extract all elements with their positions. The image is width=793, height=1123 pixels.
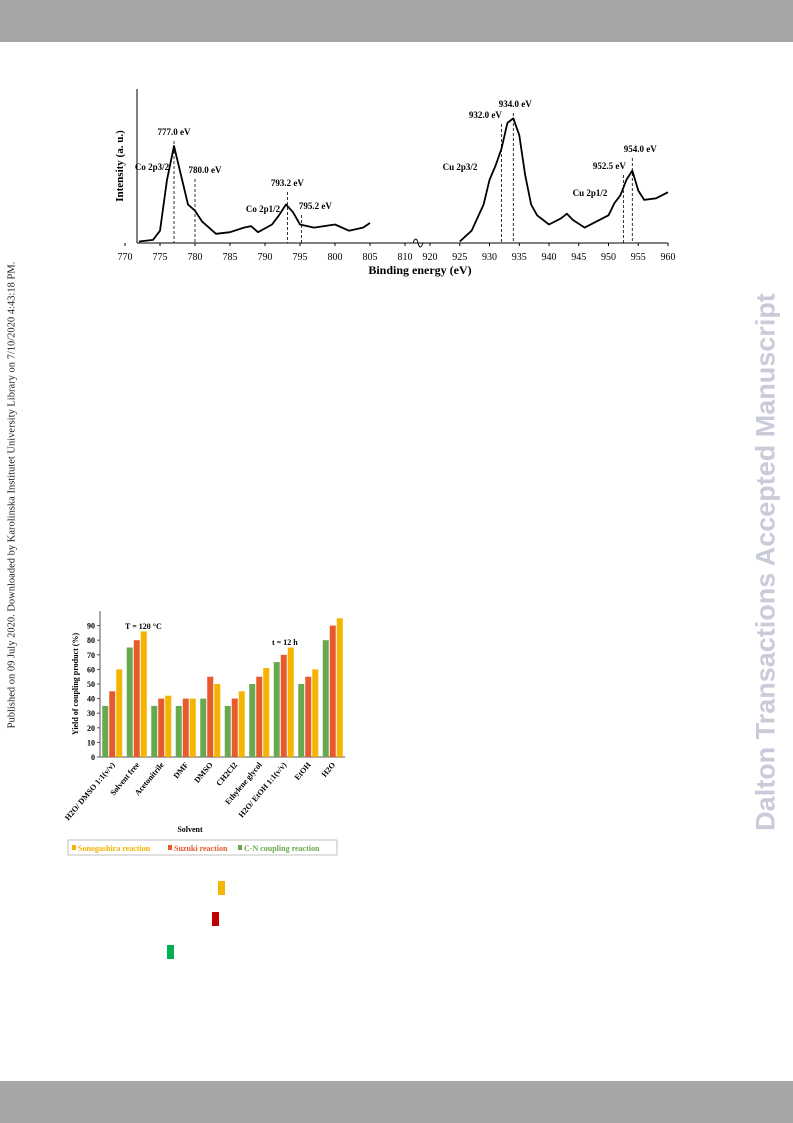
y-axis-title: Yield of coupling product (%) [71, 633, 80, 736]
peak-label: 952.5 eV [593, 161, 626, 171]
x-tick-label: 960 [661, 252, 676, 263]
y-tick-label: 30 [87, 709, 95, 718]
bar [287, 647, 294, 757]
bar [329, 625, 336, 757]
bar [263, 667, 270, 757]
legend-label: Sonogashira reaction [78, 844, 151, 853]
x-tick-label: 925 [452, 252, 467, 263]
bar [116, 669, 123, 757]
y-tick-label: 40 [87, 695, 95, 704]
bar [133, 640, 140, 757]
x-tick-label: 770 [118, 252, 133, 263]
bar [231, 698, 238, 757]
y-tick-label: 80 [87, 636, 95, 645]
bar [140, 631, 147, 757]
x-tick-label: 955 [631, 252, 646, 263]
condition-annotation: T = 120 °C [125, 622, 162, 631]
peak-label: 932.0 eV [469, 110, 502, 120]
x-tick-label: 920 [423, 252, 438, 263]
x-tick-label: 945 [571, 252, 586, 263]
header-bar [0, 0, 793, 42]
peak-annotation: Cu 2p1/2 [573, 188, 608, 198]
x-tick-label: 935 [512, 252, 527, 263]
x-tick-label: DMSO [192, 761, 214, 785]
peak-label: 934.0 eV [499, 99, 532, 109]
bar [165, 695, 172, 757]
x-axis-title: Solvent [177, 825, 203, 834]
x-tick-label: CH2Cl2 [214, 761, 239, 788]
bar [224, 705, 231, 757]
legend-box [67, 839, 338, 856]
x-tick-label: 775 [153, 252, 168, 263]
bar [256, 676, 263, 757]
x-tick-label: 810 [398, 252, 413, 263]
bar [238, 691, 245, 757]
x-tick-label: H2O/ EtOH 1:1(v/v) [237, 760, 289, 819]
x-tick-label: 940 [542, 252, 557, 263]
x-tick-label: 790 [258, 252, 273, 263]
legend-swatch [72, 845, 76, 850]
x-tick-label: H2O [320, 761, 337, 779]
x-tick-label: 800 [328, 252, 343, 263]
bar [158, 698, 165, 757]
color-swatch [167, 945, 174, 959]
legend-swatch [168, 845, 172, 850]
color-swatch [218, 881, 225, 895]
bar [126, 647, 133, 757]
x-tick-label: DMF [172, 760, 191, 780]
bar [249, 684, 256, 757]
bar [151, 705, 158, 757]
bar [312, 669, 319, 757]
bar [273, 662, 280, 757]
x-tick-label: EtOH [293, 760, 314, 782]
footer-bar [0, 1081, 793, 1123]
bar [182, 698, 189, 757]
bar [207, 676, 214, 757]
bar [200, 698, 207, 757]
spectrum-line [138, 117, 669, 243]
y-tick-label: 70 [87, 651, 95, 660]
bar [305, 676, 312, 757]
color-swatch [212, 912, 219, 926]
legend-label: C-N coupling reaction [244, 844, 320, 853]
y-tick-label: 20 [87, 724, 95, 733]
peak-label: 954.0 eV [624, 144, 657, 154]
bar [280, 654, 287, 757]
peak-annotation: Cu 2p3/2 [443, 162, 478, 172]
peak-label: 777.0 eV [158, 127, 191, 137]
x-axis-title: Binding energy (eV) [368, 263, 471, 277]
y-axis-title: Intensity (a. u.) [114, 130, 126, 202]
peak-annotation: Co 2p3/2 [135, 162, 170, 172]
y-tick-label: 50 [87, 680, 95, 689]
legend-swatch [238, 845, 242, 850]
y-tick-label: 60 [87, 665, 95, 674]
bar [175, 705, 182, 757]
bar [214, 684, 221, 757]
x-tick-label: 785 [223, 252, 238, 263]
y-tick-label: 10 [87, 738, 95, 747]
bar [322, 640, 329, 757]
y-tick-label: 0 [91, 753, 95, 762]
bar [336, 618, 343, 757]
peak-label: 780.0 eV [189, 165, 222, 175]
bar [109, 691, 116, 757]
x-tick-label: 950 [601, 252, 616, 263]
condition-annotation: t = 12 h [272, 638, 298, 647]
x-tick-label: 930 [482, 252, 497, 263]
x-tick-label: 780 [188, 252, 203, 263]
peak-label: 793.2 eV [271, 178, 304, 188]
bar [102, 705, 109, 757]
bar [298, 684, 305, 757]
bar [189, 698, 196, 757]
x-tick-label: 805 [363, 252, 378, 263]
peak-annotation: Co 2p1/2 [246, 204, 281, 214]
y-tick-label: 90 [87, 622, 95, 631]
x-tick-label: 795 [293, 252, 308, 263]
legend-label: Suzuki reaction [174, 844, 228, 853]
peak-label: 795.2 eV [299, 201, 332, 211]
axis-break [412, 238, 424, 248]
